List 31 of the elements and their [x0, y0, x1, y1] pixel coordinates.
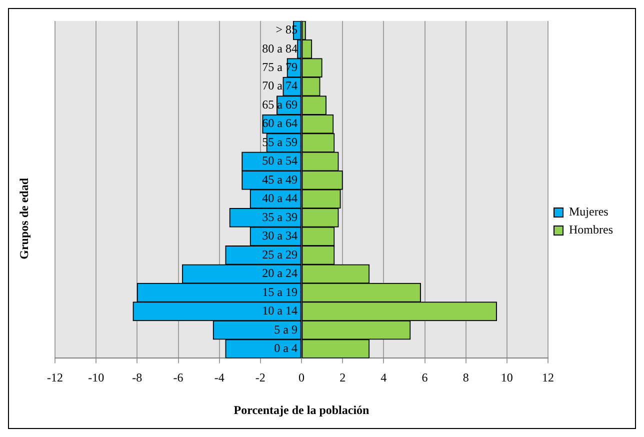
x-tick-label: -4	[214, 370, 224, 385]
y-tick-label: 45 a 49	[262, 172, 298, 186]
y-tick-label: 65 a 69	[262, 97, 298, 112]
y-tick-label: 60 a 64	[262, 116, 298, 130]
x-tick-label: 8	[462, 370, 469, 385]
x-tick-label: 0	[298, 370, 305, 385]
x-tick-label: -12	[47, 370, 63, 385]
x-tick-label: -2	[255, 370, 266, 385]
x-tick-label: 10	[500, 370, 513, 385]
x-axis-title: Porcentaje de la población	[234, 402, 370, 417]
y-tick-label: 35 a 39	[262, 210, 298, 224]
y-tick-label: 30 a 34	[262, 228, 298, 243]
x-tick-label: 4	[380, 370, 387, 385]
x-tick-label: 12	[542, 370, 554, 385]
y-tick-label: 10 a 14	[262, 304, 298, 318]
y-tick-label: 20 a 24	[262, 266, 298, 280]
y-tick-label: 5 a 9	[274, 322, 298, 336]
x-tick-label: 6	[422, 370, 428, 385]
y-tick-label: 40 a 44	[262, 191, 298, 206]
x-tick-label: 2	[340, 370, 346, 385]
y-tick-label: 15 a 19	[262, 284, 298, 299]
x-tick-label: -8	[132, 370, 142, 385]
y-tick-label: 25 a 29	[262, 247, 298, 262]
y-tick-label: 50 a 54	[262, 154, 298, 168]
x-tick-label: -6	[173, 370, 184, 385]
y-tick-label: 70 a 74	[262, 78, 298, 93]
legend-label: Hombres	[569, 222, 614, 237]
legend-label: Mujeres	[569, 204, 609, 219]
y-axis-title: Grupos de edad	[16, 178, 32, 260]
y-tick-label: 0 a 4	[274, 340, 298, 355]
x-tick-label: -10	[88, 370, 104, 385]
